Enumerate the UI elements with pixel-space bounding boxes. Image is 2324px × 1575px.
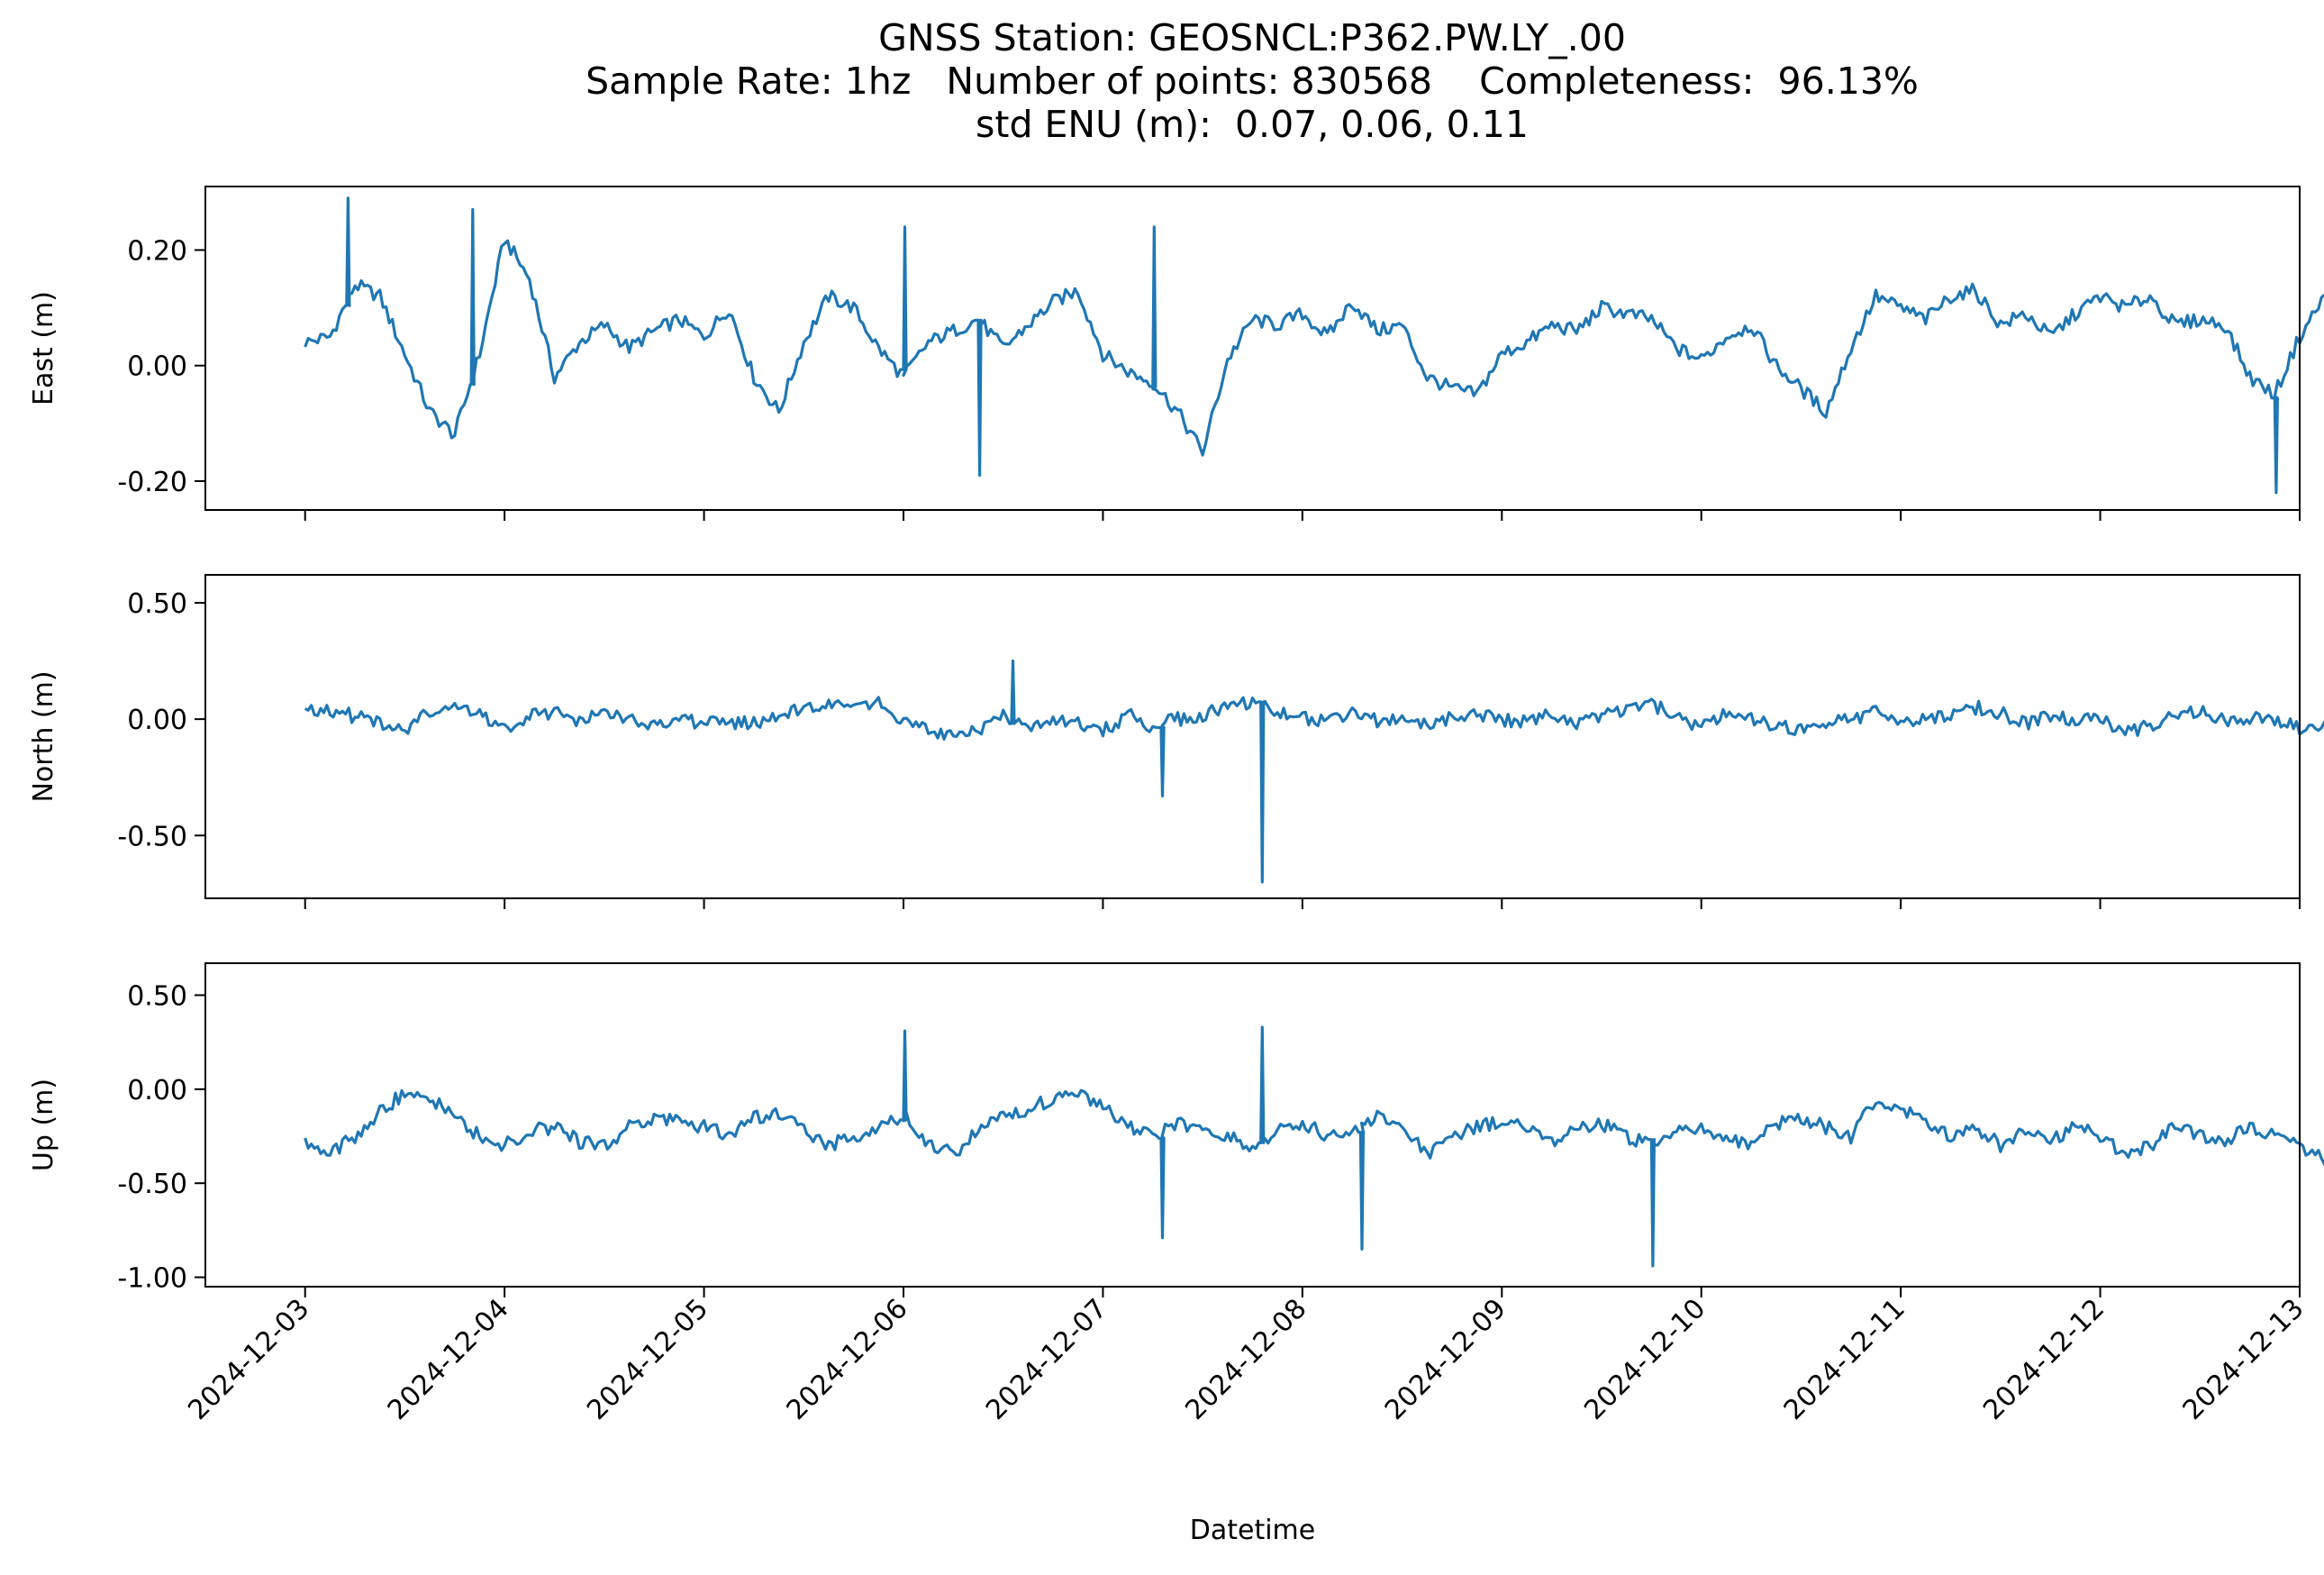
- up-axes-frame: [204, 962, 2301, 1288]
- xtick-label: 2024-12-04: [382, 1293, 515, 1426]
- xtick-label: 2024-12-03: [182, 1293, 315, 1426]
- up-ytick-label: -0.50: [117, 1169, 187, 1200]
- up-ylabel: Up (m): [28, 1079, 59, 1171]
- east-ytick-label: -0.20: [117, 467, 187, 498]
- north-ytick-label: 0.00: [127, 705, 187, 736]
- east-axes-frame: [204, 186, 2301, 511]
- xtick-label: 2024-12-10: [1578, 1293, 1711, 1426]
- east-panel: 0.20 0.00 -0.20 East (m): [28, 186, 2324, 521]
- xtick-label: 2024-12-06: [781, 1293, 914, 1426]
- east-ylabel: East (m): [28, 291, 59, 405]
- up-ytick-label: -1.00: [117, 1263, 187, 1295]
- x-axis: 2024-12-03 2024-12-04 2024-12-05 2024-12-06…: [182, 1293, 2310, 1546]
- xtick-label: 2024-12-13: [2177, 1293, 2310, 1426]
- xtick-label: 2024-12-05: [581, 1293, 714, 1426]
- xtick-label: 2024-12-07: [980, 1293, 1113, 1426]
- north-ytick-label: 0.50: [127, 588, 187, 620]
- chart-title-line-2: Sample Rate: 1hz Number of points: 83056…: [586, 59, 1919, 103]
- xtick-label: 2024-12-08: [1179, 1293, 1312, 1426]
- up-panel: 0.50 0.00 -0.50 -1.00 Up (m): [28, 962, 2324, 1297]
- north-axes-frame: [204, 574, 2301, 899]
- north-panel: 0.50 0.00 -0.50 North (m): [28, 574, 2324, 909]
- up-series-line: [304, 1025, 2324, 1268]
- north-series-line: [304, 660, 2324, 884]
- chart-title-line-1: GNSS Station: GEOSNCL:P362.PW.LY_.00: [878, 16, 1626, 59]
- north-ylabel: North (m): [28, 670, 59, 802]
- east-series-line: [304, 196, 2324, 495]
- xtick-label: 2024-12-12: [1977, 1293, 2111, 1426]
- chart-title-line-3: std ENU (m): 0.07, 0.06, 0.11: [976, 103, 1529, 146]
- xtick-label: 2024-12-09: [1379, 1293, 1512, 1426]
- xtick-label: 2024-12-11: [1778, 1293, 1911, 1426]
- east-ytick-label: 0.00: [127, 351, 187, 383]
- north-ytick-label: -0.50: [117, 821, 187, 852]
- up-ytick-label: 0.50: [127, 980, 187, 1012]
- up-ytick-label: 0.00: [127, 1075, 187, 1106]
- x-axis-label: Datetime: [1190, 1515, 1315, 1546]
- east-ytick-label: 0.20: [127, 236, 187, 268]
